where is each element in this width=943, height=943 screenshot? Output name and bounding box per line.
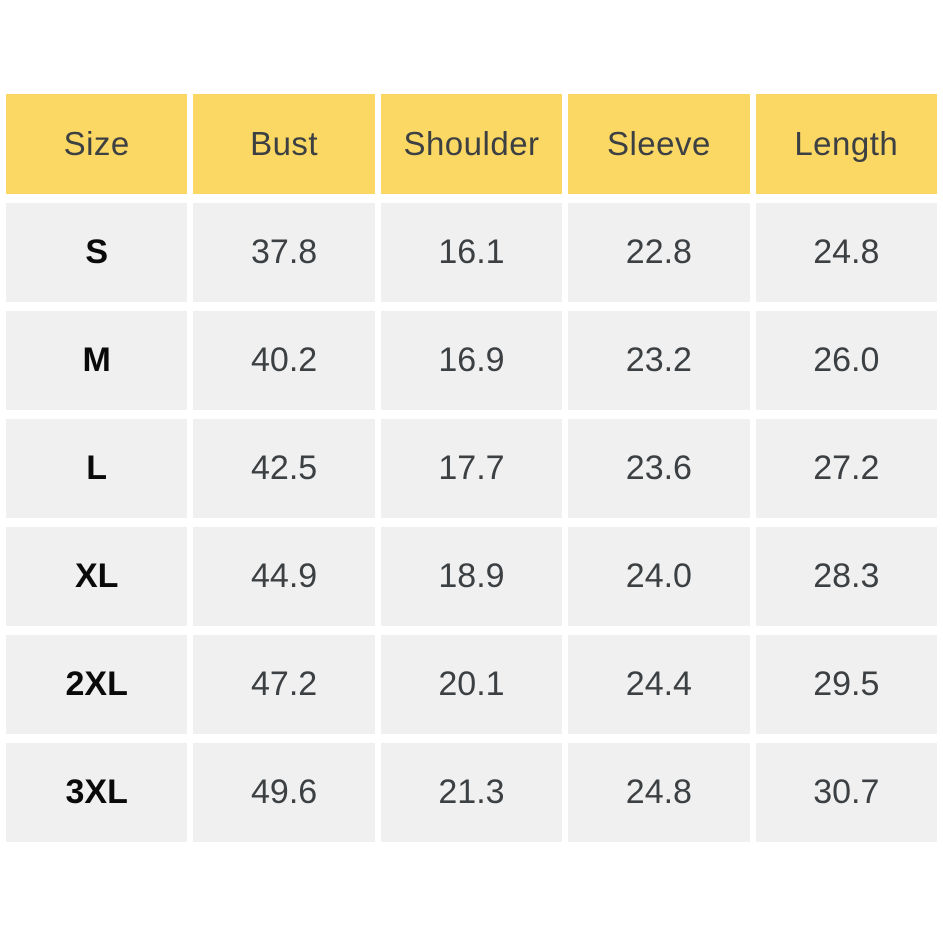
length-value-3xl: 30.7 — [755, 743, 937, 842]
sleeve-value-3xl: 24.8 — [568, 743, 750, 842]
sleeve-value-xl: 24.0 — [568, 527, 750, 626]
size-label-2xl: 2XL — [6, 635, 188, 734]
column-header-sleeve: Sleeve — [568, 94, 750, 194]
bust-value-xl: 44.9 — [193, 527, 375, 626]
column-header-bust: Bust — [193, 94, 375, 194]
bust-value-s: 37.8 — [193, 203, 375, 302]
column-header-size: Size — [6, 94, 188, 194]
size-label-m: M — [6, 311, 188, 410]
column-header-shoulder: Shoulder — [380, 94, 563, 194]
size-chart-table: Size Bust Shoulder Sleeve Length S 37.8 … — [6, 94, 937, 842]
size-label-3xl: 3XL — [6, 743, 188, 842]
shoulder-value-3xl: 21.3 — [380, 743, 563, 842]
bust-value-3xl: 49.6 — [193, 743, 375, 842]
sleeve-value-2xl: 24.4 — [568, 635, 750, 734]
size-label-xl: XL — [6, 527, 188, 626]
shoulder-value-m: 16.9 — [380, 311, 563, 410]
shoulder-value-l: 17.7 — [380, 419, 563, 518]
size-label-s: S — [6, 203, 188, 302]
sleeve-value-l: 23.6 — [568, 419, 750, 518]
length-value-s: 24.8 — [755, 203, 937, 302]
shoulder-value-2xl: 20.1 — [380, 635, 563, 734]
length-value-l: 27.2 — [755, 419, 937, 518]
length-value-2xl: 29.5 — [755, 635, 937, 734]
shoulder-value-s: 16.1 — [380, 203, 563, 302]
length-value-m: 26.0 — [755, 311, 937, 410]
shoulder-value-xl: 18.9 — [380, 527, 563, 626]
column-header-length: Length — [755, 94, 937, 194]
sleeve-value-m: 23.2 — [568, 311, 750, 410]
bust-value-2xl: 47.2 — [193, 635, 375, 734]
bust-value-m: 40.2 — [193, 311, 375, 410]
size-label-l: L — [6, 419, 188, 518]
length-value-xl: 28.3 — [755, 527, 937, 626]
sleeve-value-s: 22.8 — [568, 203, 750, 302]
bust-value-l: 42.5 — [193, 419, 375, 518]
